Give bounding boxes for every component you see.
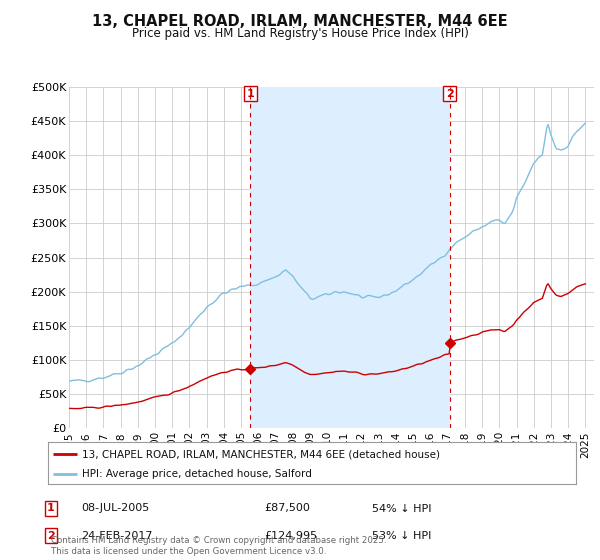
Text: 2: 2	[446, 88, 454, 99]
Text: 2: 2	[47, 531, 55, 541]
Text: 24-FEB-2017: 24-FEB-2017	[81, 531, 152, 541]
Text: Price paid vs. HM Land Registry's House Price Index (HPI): Price paid vs. HM Land Registry's House …	[131, 27, 469, 40]
Text: £124,995: £124,995	[264, 531, 317, 541]
Text: 13, CHAPEL ROAD, IRLAM, MANCHESTER, M44 6EE: 13, CHAPEL ROAD, IRLAM, MANCHESTER, M44 …	[92, 14, 508, 29]
Text: 13, CHAPEL ROAD, IRLAM, MANCHESTER, M44 6EE (detached house): 13, CHAPEL ROAD, IRLAM, MANCHESTER, M44 …	[82, 449, 440, 459]
Text: 54% ↓ HPI: 54% ↓ HPI	[372, 503, 431, 514]
Text: 1: 1	[47, 503, 55, 514]
Text: Contains HM Land Registry data © Crown copyright and database right 2025.
This d: Contains HM Land Registry data © Crown c…	[51, 536, 386, 556]
Text: £87,500: £87,500	[264, 503, 310, 514]
Text: 53% ↓ HPI: 53% ↓ HPI	[372, 531, 431, 541]
Text: 1: 1	[247, 88, 254, 99]
Bar	[250, 87, 450, 428]
Text: HPI: Average price, detached house, Salford: HPI: Average price, detached house, Salf…	[82, 469, 312, 479]
Text: 08-JUL-2005: 08-JUL-2005	[81, 503, 149, 514]
